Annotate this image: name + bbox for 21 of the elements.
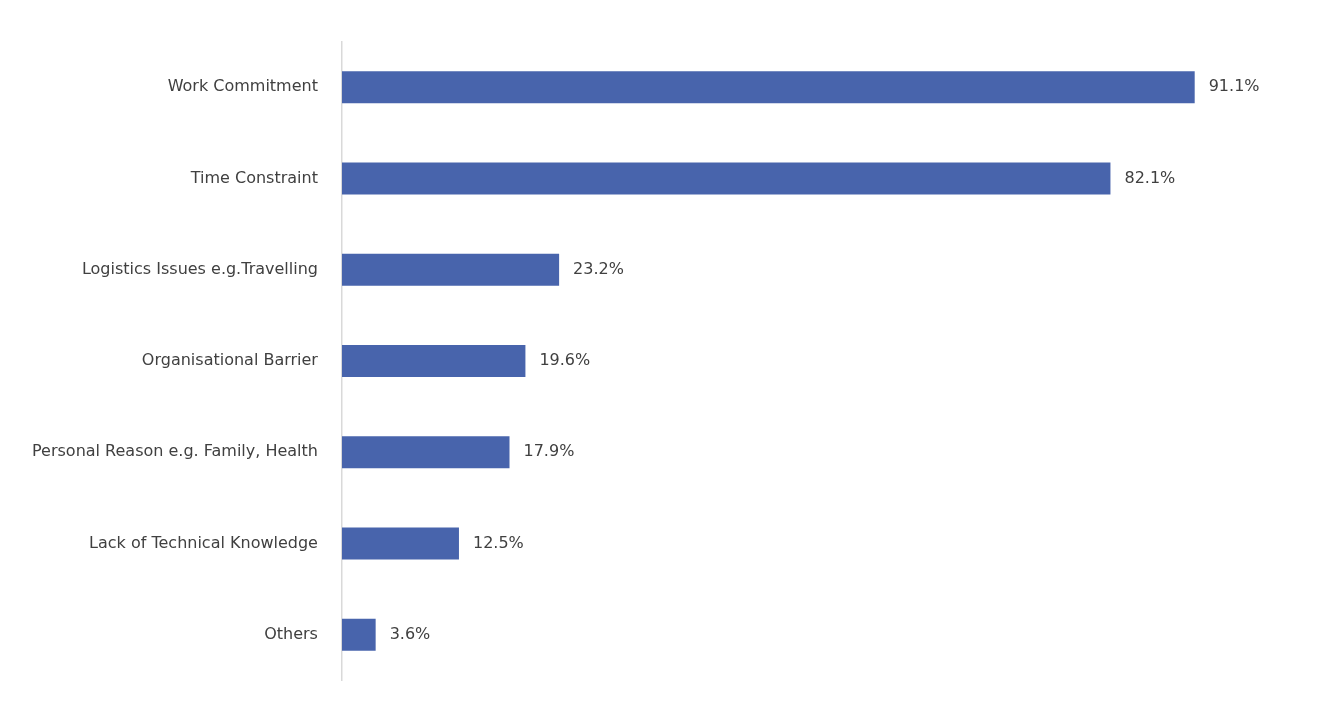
data-label: 3.6%: [389, 623, 431, 643]
y-tick-label: Logistics Issues e.g.Travelling: [81, 258, 318, 278]
bar: [341, 253, 560, 286]
data-label: 82.1%: [1124, 167, 1176, 187]
bar: [341, 345, 526, 377]
bar: [341, 436, 510, 469]
bar: [341, 71, 1195, 104]
bar: [341, 618, 376, 651]
bar: [341, 527, 459, 560]
y-tick-label: Organisational Barrier: [141, 350, 319, 370]
data-label: 23.2%: [573, 258, 624, 278]
y-tick-label: Lack of Technical Knowledge: [89, 532, 318, 552]
data-label: 17.9%: [523, 441, 575, 461]
bar: [341, 162, 1111, 195]
data-label: 91.1%: [1208, 76, 1260, 96]
y-tick-label: Work Commitment: [167, 76, 318, 96]
data-label: 19.6%: [539, 350, 591, 370]
y-tick-label: Time Constraint: [189, 167, 318, 187]
data-label: 12.5%: [472, 532, 524, 552]
y-tick-label: Others: [264, 623, 318, 643]
y-tick-label: Personal Reason e.g. Family, Health: [32, 441, 318, 461]
